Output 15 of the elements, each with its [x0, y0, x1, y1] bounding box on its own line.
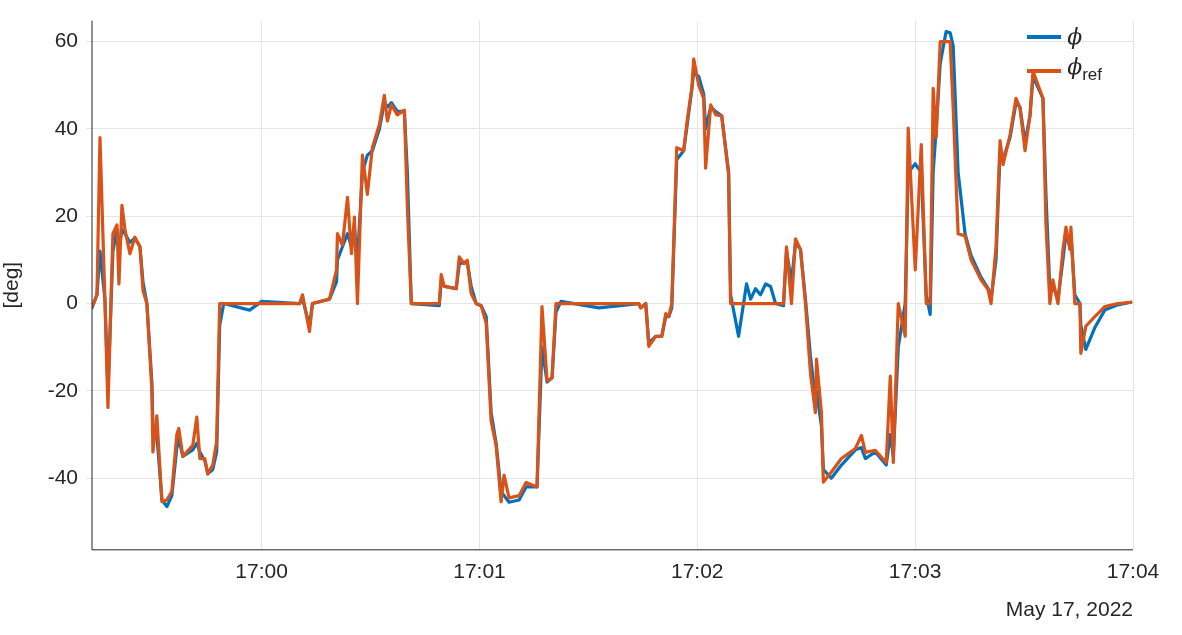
x-tick-label: 17:01	[453, 559, 506, 583]
x-tick-label: 17:02	[670, 559, 724, 583]
text: May 17, 2022	[1005, 597, 1133, 621]
y-tick-label: 40	[54, 115, 78, 139]
x-tick-label: 17:00	[235, 559, 288, 583]
y-tick-label: 0	[66, 290, 78, 314]
legend-label: ϕ	[1067, 23, 1083, 51]
legend-label: ϕ$_{ref}$	[1067, 53, 1102, 86]
y-tick-label: -20	[47, 377, 78, 401]
y-axis-title: [deg]	[0, 261, 23, 309]
x-tick-label: 17:03	[888, 559, 942, 583]
y-tick-label: 60	[54, 28, 78, 52]
y-tick-label: -40	[47, 464, 78, 488]
x-tick-label: 17:04	[1106, 559, 1160, 583]
y-tick-label: 20	[54, 203, 78, 227]
